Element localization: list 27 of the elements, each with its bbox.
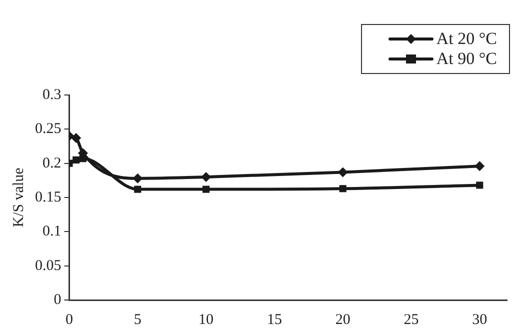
point — [338, 167, 348, 178]
point — [201, 172, 212, 182]
y-tick-label: 0.3 — [42, 86, 62, 103]
y-tick-label: 0.05 — [35, 258, 62, 274]
x-tick-label: 5 — [134, 312, 142, 328]
point — [72, 156, 80, 164]
point — [476, 182, 484, 189]
point — [134, 186, 142, 193]
point — [339, 185, 346, 192]
y-axis-title: K/S value — [10, 167, 27, 228]
legend-label: At 90 °C — [436, 49, 497, 69]
y-tick-label: 0.25 — [35, 121, 62, 138]
point — [474, 161, 485, 172]
y-tick-label: 0 — [54, 292, 62, 308]
x-tick-label: 15 — [266, 312, 282, 328]
point — [202, 186, 210, 193]
x-tick-label: 25 — [404, 312, 419, 328]
x-tick-label: 30 — [472, 312, 488, 328]
y-tick-label: 0.2 — [42, 155, 62, 172]
x-tick-label: 20 — [335, 312, 350, 328]
x-tick-label: 10 — [198, 312, 214, 328]
legend-label: At 20 °C — [436, 29, 497, 49]
x-tick-label: 0 — [66, 312, 73, 328]
point — [71, 133, 82, 144]
y-tick-label: 0.1 — [42, 224, 62, 240]
y-tick-label: 0.15 — [35, 189, 62, 206]
point — [132, 173, 143, 184]
